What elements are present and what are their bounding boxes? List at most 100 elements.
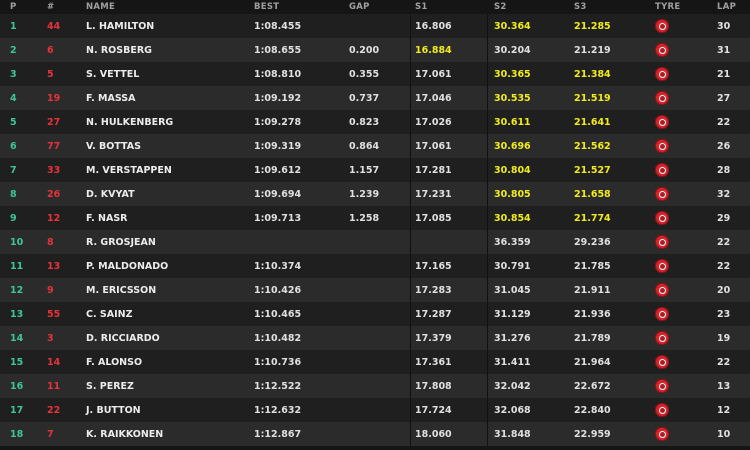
table-row[interactable]: 15 14 F. ALONSO 1:10.736 17.361 31.411 21.964 2…	[0, 350, 750, 374]
lap-count-cell: 23	[717, 308, 731, 320]
position-cell: 16	[10, 380, 24, 392]
soft-tyre-icon	[655, 331, 669, 345]
lap-count-cell: 22	[717, 356, 731, 368]
header-best-lap[interactable]: BEST	[254, 2, 280, 12]
table-row[interactable]: 7 33 M. VERSTAPPEN 1:09.612 1.157 17.281 30.80…	[0, 158, 750, 182]
column-divider	[487, 62, 488, 86]
column-divider	[410, 182, 411, 206]
sector-1-cell: 17.808	[415, 380, 452, 392]
sector-3-cell: 21.519	[574, 92, 611, 104]
sector-2-cell: 36.359	[494, 236, 531, 248]
header-sector-1[interactable]: S1	[415, 2, 428, 12]
table-row[interactable]: 1 44 L. HAMILTON 1:08.455 16.806 30.364 21.285…	[0, 14, 750, 38]
gap-cell: 0.864	[349, 140, 380, 152]
sector-3-cell: 21.527	[574, 164, 611, 176]
table-row[interactable]: 8 26 D. KVYAT 1:09.694 1.239 17.231 30.805 21.6…	[0, 182, 750, 206]
car-number-cell: 7	[47, 428, 54, 440]
position-cell: 3	[10, 68, 17, 80]
driver-name-cell: R. GROSJEAN	[86, 236, 156, 248]
sector-2-cell: 31.045	[494, 284, 531, 296]
sector-3-cell: 21.774	[574, 212, 611, 224]
table-row[interactable]: 4 19 F. MASSA 1:09.192 0.737 17.046 30.535 21.5…	[0, 86, 750, 110]
header-position[interactable]: P	[10, 2, 17, 12]
car-number-cell: 6	[47, 44, 54, 56]
header-sector-2[interactable]: S2	[494, 2, 507, 12]
tyre-cell	[655, 398, 669, 422]
best-lap-cell: 1:09.694	[254, 188, 302, 200]
soft-tyre-icon	[655, 427, 669, 441]
sector-2-cell: 30.804	[494, 164, 531, 176]
lap-count-cell: 29	[717, 212, 731, 224]
position-cell: 15	[10, 356, 24, 368]
table-row[interactable]: 14 3 D. RICCIARDO 1:10.482 17.379 31.276 21.78…	[0, 326, 750, 350]
soft-tyre-icon	[655, 259, 669, 273]
driver-name-cell: M. VERSTAPPEN	[86, 164, 172, 176]
sector-2-cell: 30.791	[494, 260, 531, 272]
column-divider	[410, 422, 411, 446]
soft-tyre-icon	[655, 163, 669, 177]
car-number-cell: 14	[47, 356, 61, 368]
driver-name-cell: P. MALDONADO	[86, 260, 169, 272]
table-row[interactable]: 5 27 N. HULKENBERG 1:09.278 0.823 17.026 30.61…	[0, 110, 750, 134]
header-gap[interactable]: GAP	[349, 2, 370, 12]
header-driver-name[interactable]: NAME	[86, 2, 116, 12]
tyre-cell	[655, 182, 669, 206]
table-row[interactable]: 10 8 R. GROSJEAN 36.359 29.236 22	[0, 230, 750, 254]
sector-3-cell: 21.911	[574, 284, 611, 296]
car-number-cell: 11	[47, 380, 61, 392]
column-divider	[487, 230, 488, 254]
sector-2-cell: 31.411	[494, 356, 531, 368]
sector-2-cell: 32.068	[494, 404, 531, 416]
car-number-cell: 55	[47, 308, 61, 320]
lap-count-cell: 21	[717, 68, 731, 80]
sector-1-cell: 17.061	[415, 140, 452, 152]
best-lap-cell: 1:09.319	[254, 140, 302, 152]
gap-cell: 1.157	[349, 164, 380, 176]
column-divider	[487, 302, 488, 326]
best-lap-cell: 1:12.632	[254, 404, 302, 416]
table-row[interactable]: 11 13 P. MALDONADO 1:10.374 17.165 30.791 21.7…	[0, 254, 750, 278]
driver-name-cell: K. RAIKKONEN	[86, 428, 164, 440]
tyre-cell	[655, 110, 669, 134]
lap-count-cell: 12	[717, 404, 731, 416]
table-row[interactable]: 2 6 N. ROSBERG 1:08.655 0.200 16.884 30.204 21.…	[0, 38, 750, 62]
tyre-cell	[655, 86, 669, 110]
sector-2-cell: 32.042	[494, 380, 531, 392]
table-row[interactable]: 18 7 K. RAIKKONEN 1:12.867 18.060 31.848 22.95…	[0, 422, 750, 446]
header-car-number[interactable]: #	[47, 2, 55, 12]
header-lap[interactable]: LAP	[717, 2, 737, 12]
table-row[interactable]: 17 22 J. BUTTON 1:12.632 17.724 32.068 22.840 1…	[0, 398, 750, 422]
car-number-cell: 27	[47, 116, 61, 128]
driver-name-cell: F. ALONSO	[86, 356, 143, 368]
header-sector-3[interactable]: S3	[574, 2, 587, 12]
sector-2-cell: 30.611	[494, 116, 531, 128]
position-cell: 5	[10, 116, 17, 128]
table-row[interactable]: 3 5 S. VETTEL 1:08.810 0.355 17.061 30.365 21.3…	[0, 62, 750, 86]
sector-3-cell: 21.964	[574, 356, 611, 368]
best-lap-cell: 1:09.612	[254, 164, 302, 176]
position-cell: 14	[10, 332, 24, 344]
tyre-cell	[655, 350, 669, 374]
table-row[interactable]: 6 77 V. BOTTAS 1:09.319 0.864 17.061 30.696 21.…	[0, 134, 750, 158]
header-tyre[interactable]: TYRE	[655, 2, 681, 12]
sector-3-cell: 21.641	[574, 116, 611, 128]
lap-count-cell: 28	[717, 164, 731, 176]
sector-1-cell: 17.085	[415, 212, 452, 224]
position-cell: 2	[10, 44, 17, 56]
position-cell: 11	[10, 260, 24, 272]
sector-3-cell: 21.219	[574, 44, 611, 56]
soft-tyre-icon	[655, 115, 669, 129]
table-row[interactable]: 12 9 M. ERICSSON 1:10.426 17.283 31.045 21.911…	[0, 278, 750, 302]
table-row[interactable]: 9 12 F. NASR 1:09.713 1.258 17.085 30.854 21.77…	[0, 206, 750, 230]
lap-count-cell: 31	[717, 44, 731, 56]
sector-3-cell: 22.840	[574, 404, 611, 416]
driver-name-cell: L. HAMILTON	[86, 20, 155, 32]
table-row[interactable]: 16 11 S. PEREZ 1:12.522 17.808 32.042 22.672 13	[0, 374, 750, 398]
sector-3-cell: 21.936	[574, 308, 611, 320]
car-number-cell: 19	[47, 92, 61, 104]
column-divider	[487, 374, 488, 398]
soft-tyre-icon	[655, 67, 669, 81]
table-row[interactable]: 13 55 C. SAINZ 1:10.465 17.287 31.129 21.936 23	[0, 302, 750, 326]
gap-cell: 1.258	[349, 212, 380, 224]
